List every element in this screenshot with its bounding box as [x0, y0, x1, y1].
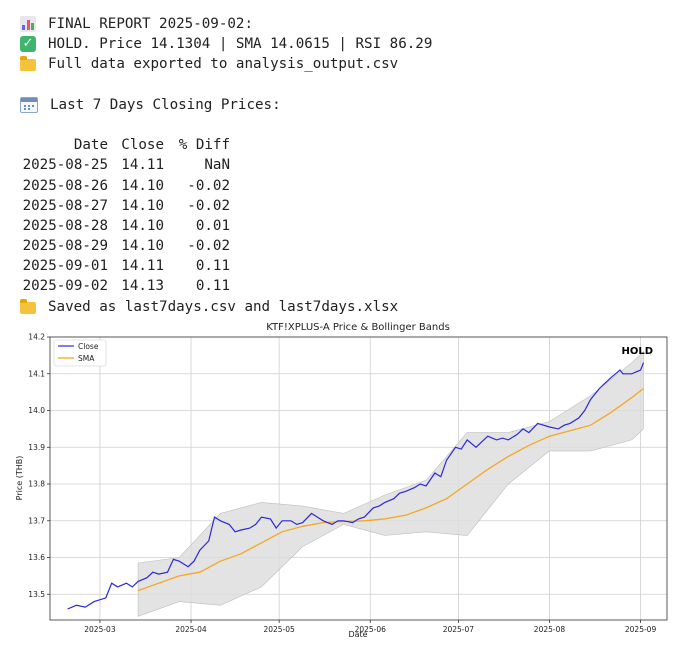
table-row: 2025-08-27 14.10 -0.02: [20, 196, 432, 216]
header-date: Date: [73, 137, 108, 154]
legend-close: Close: [78, 342, 99, 351]
sma-line: [137, 387, 644, 592]
plot-frame: [49, 336, 668, 621]
hold-annotation: HOLD: [621, 346, 653, 357]
x-tick-label: 2025-08: [534, 625, 566, 634]
cell-close: 14.11: [121, 258, 164, 275]
chart-legend: Close SMA: [53, 339, 107, 367]
y-tick-label: 13.7: [28, 516, 45, 525]
cell-date: 2025-09-01: [22, 258, 108, 275]
y-tick-label: 13.9: [28, 443, 45, 452]
table-row: 2025-08-26 14.10 -0.02: [20, 176, 432, 196]
cell-date: 2025-08-27: [22, 197, 108, 214]
price-bollinger-chart: KTF!XPLUS-A Price & Bollinger Bands 2025…: [15, 322, 668, 639]
table-row: 2025-09-02 14.13 0.11: [20, 276, 432, 296]
x-axis-label: Date: [348, 630, 367, 639]
last7-heading-line: Last 7 Days Closing Prices:: [20, 95, 432, 115]
cell-diff: -0.02: [187, 197, 230, 214]
cell-diff: NaN: [204, 157, 230, 174]
legend-sma: SMA: [78, 354, 95, 363]
close-line: [67, 362, 645, 610]
header-diff: % Diff: [178, 137, 230, 154]
folder-icon: [20, 56, 36, 72]
saved-text: Saved as last7days.csv and last7days.xls…: [48, 298, 399, 315]
x-tick-label: 2025-05: [263, 625, 295, 634]
check-icon: ✓: [20, 36, 36, 53]
cell-diff: 0.11: [195, 258, 230, 275]
chart-title: KTF!XPLUS-A Price & Bollinger Bands: [266, 322, 450, 333]
y-tick-label: 13.5: [28, 590, 45, 599]
cell-close: 14.10: [121, 177, 164, 194]
y-axis-ticks: 13.5 13.6 13.7 13.8 13.9 14.0 14.1 14.2: [28, 333, 50, 599]
cell-close: 14.11: [121, 157, 164, 174]
cell-close: 14.13: [121, 278, 164, 295]
x-tick-label: 2025-06: [355, 625, 387, 634]
cell-close: 14.10: [121, 197, 164, 214]
header-close: Close: [121, 137, 164, 154]
y-tick-label: 14.1: [28, 369, 45, 378]
y-tick-label: 14.0: [28, 406, 45, 415]
export-text: Full data exported to analysis_output.cs…: [48, 56, 399, 73]
report-title-line: FINAL REPORT 2025-09-02:: [20, 14, 432, 34]
table-row: 2025-08-29 14.10 -0.02: [20, 236, 432, 256]
console-output: FINAL REPORT 2025-09-02: ✓ HOLD. Price 14…: [20, 14, 432, 317]
saved-line: Saved as last7days.csv and last7days.xls…: [20, 297, 432, 317]
bar-chart-icon: [20, 16, 36, 33]
table-header: Date Close % Diff: [20, 135, 432, 155]
cell-diff: -0.02: [187, 238, 230, 255]
x-tick-label: 2025-09: [625, 625, 657, 634]
y-axis-label: Price (THB): [15, 456, 24, 501]
cell-diff: 0.01: [195, 217, 230, 234]
folder-icon: [20, 298, 36, 314]
cell-close: 14.10: [121, 238, 164, 255]
x-tick-label: 2025-07: [443, 625, 475, 634]
closing-prices-table: Date Close% Diff 2025-08-25 14.11 NaN 2025-0…: [20, 135, 432, 297]
cell-diff: 0.11: [195, 278, 230, 295]
x-axis-ticks: 2025-03 2025-04 2025-05 2025-06 2025-07 2025-…: [84, 620, 656, 634]
x-tick-label: 2025-04: [175, 625, 207, 634]
table-row: 2025-08-28 14.10 0.01: [20, 216, 432, 236]
chart-grid: [50, 336, 667, 620]
cell-date: 2025-08-26: [22, 177, 108, 194]
cell-date: 2025-08-25: [22, 157, 108, 174]
export-line: Full data exported to analysis_output.cs…: [20, 54, 432, 74]
last7-heading: Last 7 Days Closing Prices:: [50, 96, 281, 113]
cell-diff: -0.02: [187, 177, 230, 194]
bollinger-band: [137, 351, 644, 617]
cell-date: 2025-08-28: [22, 217, 108, 234]
status-line: ✓ HOLD. Price 14.1304 | SMA 14.0615 | RSI…: [20, 34, 432, 54]
status-text: HOLD. Price 14.1304 | SMA 14.0615 | RSI …: [48, 36, 433, 53]
x-tick-label: 2025-03: [84, 625, 116, 634]
cell-date: 2025-08-29: [22, 238, 108, 255]
cell-date: 2025-09-02: [22, 278, 108, 295]
table-row: 2025-08-25 14.11 NaN: [20, 155, 432, 175]
table-row: 2025-09-01 14.11 0.11: [20, 256, 432, 276]
report-title: FINAL REPORT 2025-09-02:: [48, 16, 253, 32]
y-tick-label: 14.2: [28, 333, 45, 342]
y-tick-label: 13.6: [28, 553, 45, 562]
calendar-icon: [20, 96, 38, 113]
cell-close: 14.10: [121, 217, 164, 234]
y-tick-label: 13.8: [28, 480, 45, 489]
